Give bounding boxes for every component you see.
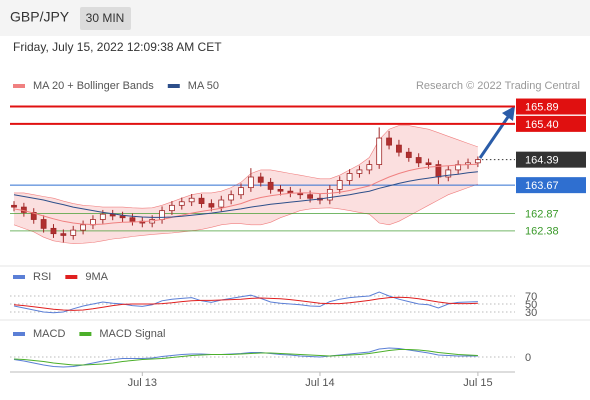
y-tick-label: 70	[525, 291, 537, 303]
candle-body	[277, 188, 284, 192]
candle-body	[70, 229, 77, 236]
x-tick-label: Jul 14	[305, 377, 334, 389]
candle-body	[99, 213, 106, 220]
legend-swatch	[79, 332, 92, 336]
candle-body	[228, 194, 235, 201]
legend-label: 9MA	[85, 271, 108, 283]
candle-body	[356, 169, 363, 174]
legend-swatch	[13, 84, 25, 88]
candle-body	[50, 227, 57, 235]
level-label: 162.87	[525, 208, 559, 220]
candle-body	[119, 215, 126, 219]
candle-body	[346, 173, 353, 181]
candle-body	[11, 204, 17, 208]
level-box	[516, 177, 586, 194]
indicator-line	[13, 291, 478, 314]
legend-swatch	[13, 275, 25, 279]
legend-label: MACD Signal	[99, 328, 165, 340]
candle-body	[198, 197, 205, 204]
bollinger-band	[14, 125, 478, 244]
indicator-line	[13, 347, 478, 368]
forecast-arrow	[478, 113, 512, 159]
candle-body	[247, 176, 254, 189]
y-tick-label: 30	[525, 307, 537, 319]
candle-body	[80, 224, 86, 231]
indicator-line	[13, 296, 478, 311]
y-tick-label: 0	[525, 352, 531, 364]
timeframe-button[interactable]	[80, 7, 131, 30]
timestamp: Friday, July 15, 2022 12:09:38 AM CET	[13, 40, 222, 54]
symbol: GBP/JPY	[10, 9, 70, 25]
level-box	[516, 151, 586, 168]
legend-label: MA 50	[188, 80, 219, 92]
level-label: 164.39	[525, 155, 559, 167]
candle-body	[425, 162, 432, 166]
candle-body	[415, 157, 422, 164]
forecast-arrowhead	[502, 106, 515, 121]
candle-body	[20, 206, 27, 213]
x-tick-label: Jul 13	[128, 377, 157, 389]
band-upper	[14, 125, 478, 209]
x-tick-label: Jul 15	[463, 377, 492, 389]
candle-body	[474, 159, 481, 164]
moving-average	[13, 171, 478, 218]
legend-swatch	[167, 84, 180, 88]
candle-body	[30, 212, 37, 220]
candle-body	[396, 144, 402, 153]
legend-label: RSI	[33, 271, 51, 283]
level-label: 165.40	[525, 119, 559, 131]
candle-body	[376, 137, 383, 166]
level-box	[516, 115, 586, 132]
candle-body	[366, 164, 373, 171]
candle-body	[188, 197, 195, 203]
candle-body	[445, 169, 452, 178]
candle-body	[129, 217, 136, 222]
candle-body	[405, 151, 412, 158]
legend-swatch	[13, 332, 25, 336]
candle-body	[336, 180, 343, 190]
level-label: 163.67	[525, 180, 559, 192]
candle-body	[326, 188, 333, 201]
legend-label: MACD	[33, 328, 65, 340]
level-label: 162.38	[525, 226, 559, 238]
legend-swatch	[65, 275, 78, 279]
candle-body	[40, 219, 47, 229]
credit: Research © 2022 Trading Central	[416, 80, 580, 92]
candle-body	[287, 190, 294, 194]
candle-body	[238, 187, 244, 196]
timeframe[interactable]: 30 MIN	[86, 11, 125, 25]
candle-body	[169, 204, 175, 212]
y-tick-label: 50	[525, 299, 537, 311]
indicator-line	[13, 349, 478, 366]
level-label: 165.89	[525, 101, 559, 113]
candle-body	[159, 210, 165, 220]
level-box	[516, 98, 586, 115]
band-lower	[13, 183, 478, 244]
candle-body	[386, 137, 392, 146]
moving-average	[13, 163, 478, 226]
candle-body	[257, 176, 264, 183]
candle-body	[307, 194, 314, 199]
candle-body	[267, 181, 274, 190]
candle-body	[178, 201, 185, 206]
candle-body	[218, 199, 225, 208]
candle-body	[60, 233, 67, 236]
candle-body	[208, 203, 215, 208]
legend-label: MA 20 + Bollinger Bands	[33, 80, 154, 92]
